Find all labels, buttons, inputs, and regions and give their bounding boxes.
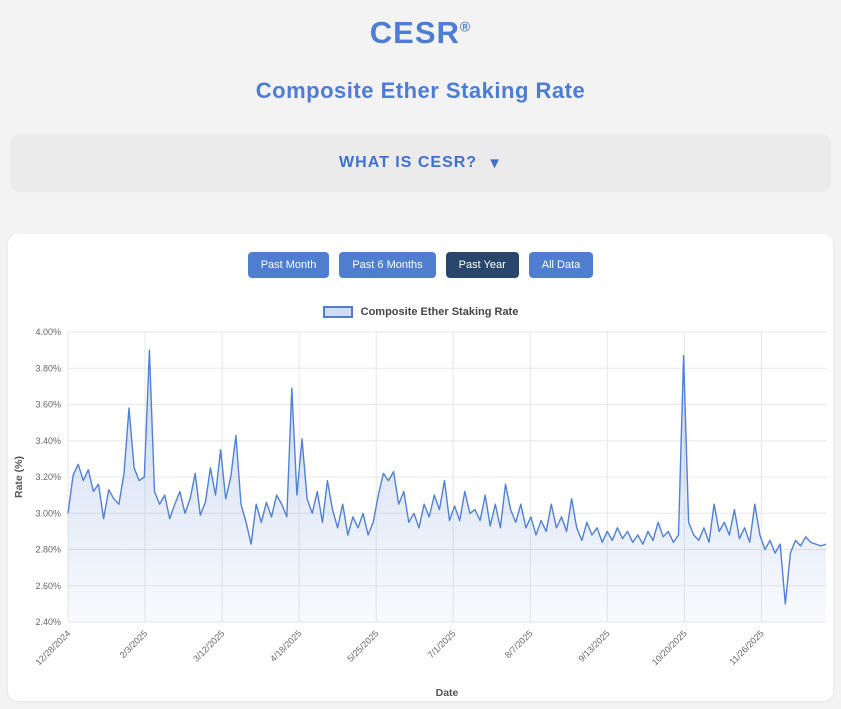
legend-label: Composite Ether Staking Rate: [360, 306, 519, 318]
page-title: CESR®: [0, 0, 841, 51]
range-button-all-data[interactable]: All Data: [528, 252, 594, 278]
chart-card: Past Month Past 6 Months Past Year All D…: [8, 234, 833, 701]
svg-text:2.60%: 2.60%: [35, 581, 61, 591]
svg-text:2.80%: 2.80%: [35, 545, 61, 555]
svg-text:2/3/2025: 2/3/2025: [118, 628, 150, 660]
svg-text:3.60%: 3.60%: [35, 400, 61, 410]
rate-line-chart: 2.40% 2.60% 2.80% 3.00% 3.20% 3.40% 3.60% 3.80%…: [13, 327, 827, 699]
range-button-past-6-months[interactable]: Past 6 Months: [339, 252, 436, 278]
svg-text:4/18/2025: 4/18/2025: [268, 628, 303, 663]
range-button-past-year[interactable]: Past Year: [445, 252, 519, 278]
svg-text:5/25/2025: 5/25/2025: [345, 628, 380, 663]
svg-text:Date: Date: [436, 687, 459, 699]
svg-text:3.00%: 3.00%: [35, 508, 61, 518]
registered-mark: ®: [459, 18, 472, 35]
range-button-row: Past Month Past 6 Months Past Year All D…: [8, 252, 833, 278]
svg-text:10/20/2025: 10/20/2025: [650, 628, 689, 667]
svg-text:11/26/2025: 11/26/2025: [727, 628, 765, 666]
svg-text:9/13/2025: 9/13/2025: [576, 628, 611, 663]
svg-text:3/12/2025: 3/12/2025: [191, 628, 226, 663]
brand-name: CESR: [369, 15, 460, 50]
chart-legend[interactable]: Composite Ether Staking Rate: [8, 306, 833, 318]
svg-text:3.40%: 3.40%: [35, 436, 61, 446]
legend-swatch: [322, 306, 353, 318]
page-subtitle: Composite Ether Staking Rate: [255, 78, 586, 103]
svg-text:3.20%: 3.20%: [35, 472, 61, 482]
range-button-past-month[interactable]: Past Month: [247, 252, 330, 278]
svg-text:12/28/2024: 12/28/2024: [33, 628, 72, 667]
svg-text:7/1/2025: 7/1/2025: [426, 628, 458, 660]
accordion-label: WHAT IS CESR?: [339, 154, 478, 171]
svg-text:8/7/2025: 8/7/2025: [503, 628, 535, 660]
svg-text:3.80%: 3.80%: [35, 363, 61, 373]
chevron-down-icon: ▼: [487, 154, 502, 172]
svg-text:4.00%: 4.00%: [35, 327, 61, 337]
what-is-cesr-accordion[interactable]: WHAT IS CESR? ▼: [10, 134, 831, 192]
svg-text:2.40%: 2.40%: [35, 617, 61, 627]
svg-text:Rate (%): Rate (%): [13, 456, 25, 498]
